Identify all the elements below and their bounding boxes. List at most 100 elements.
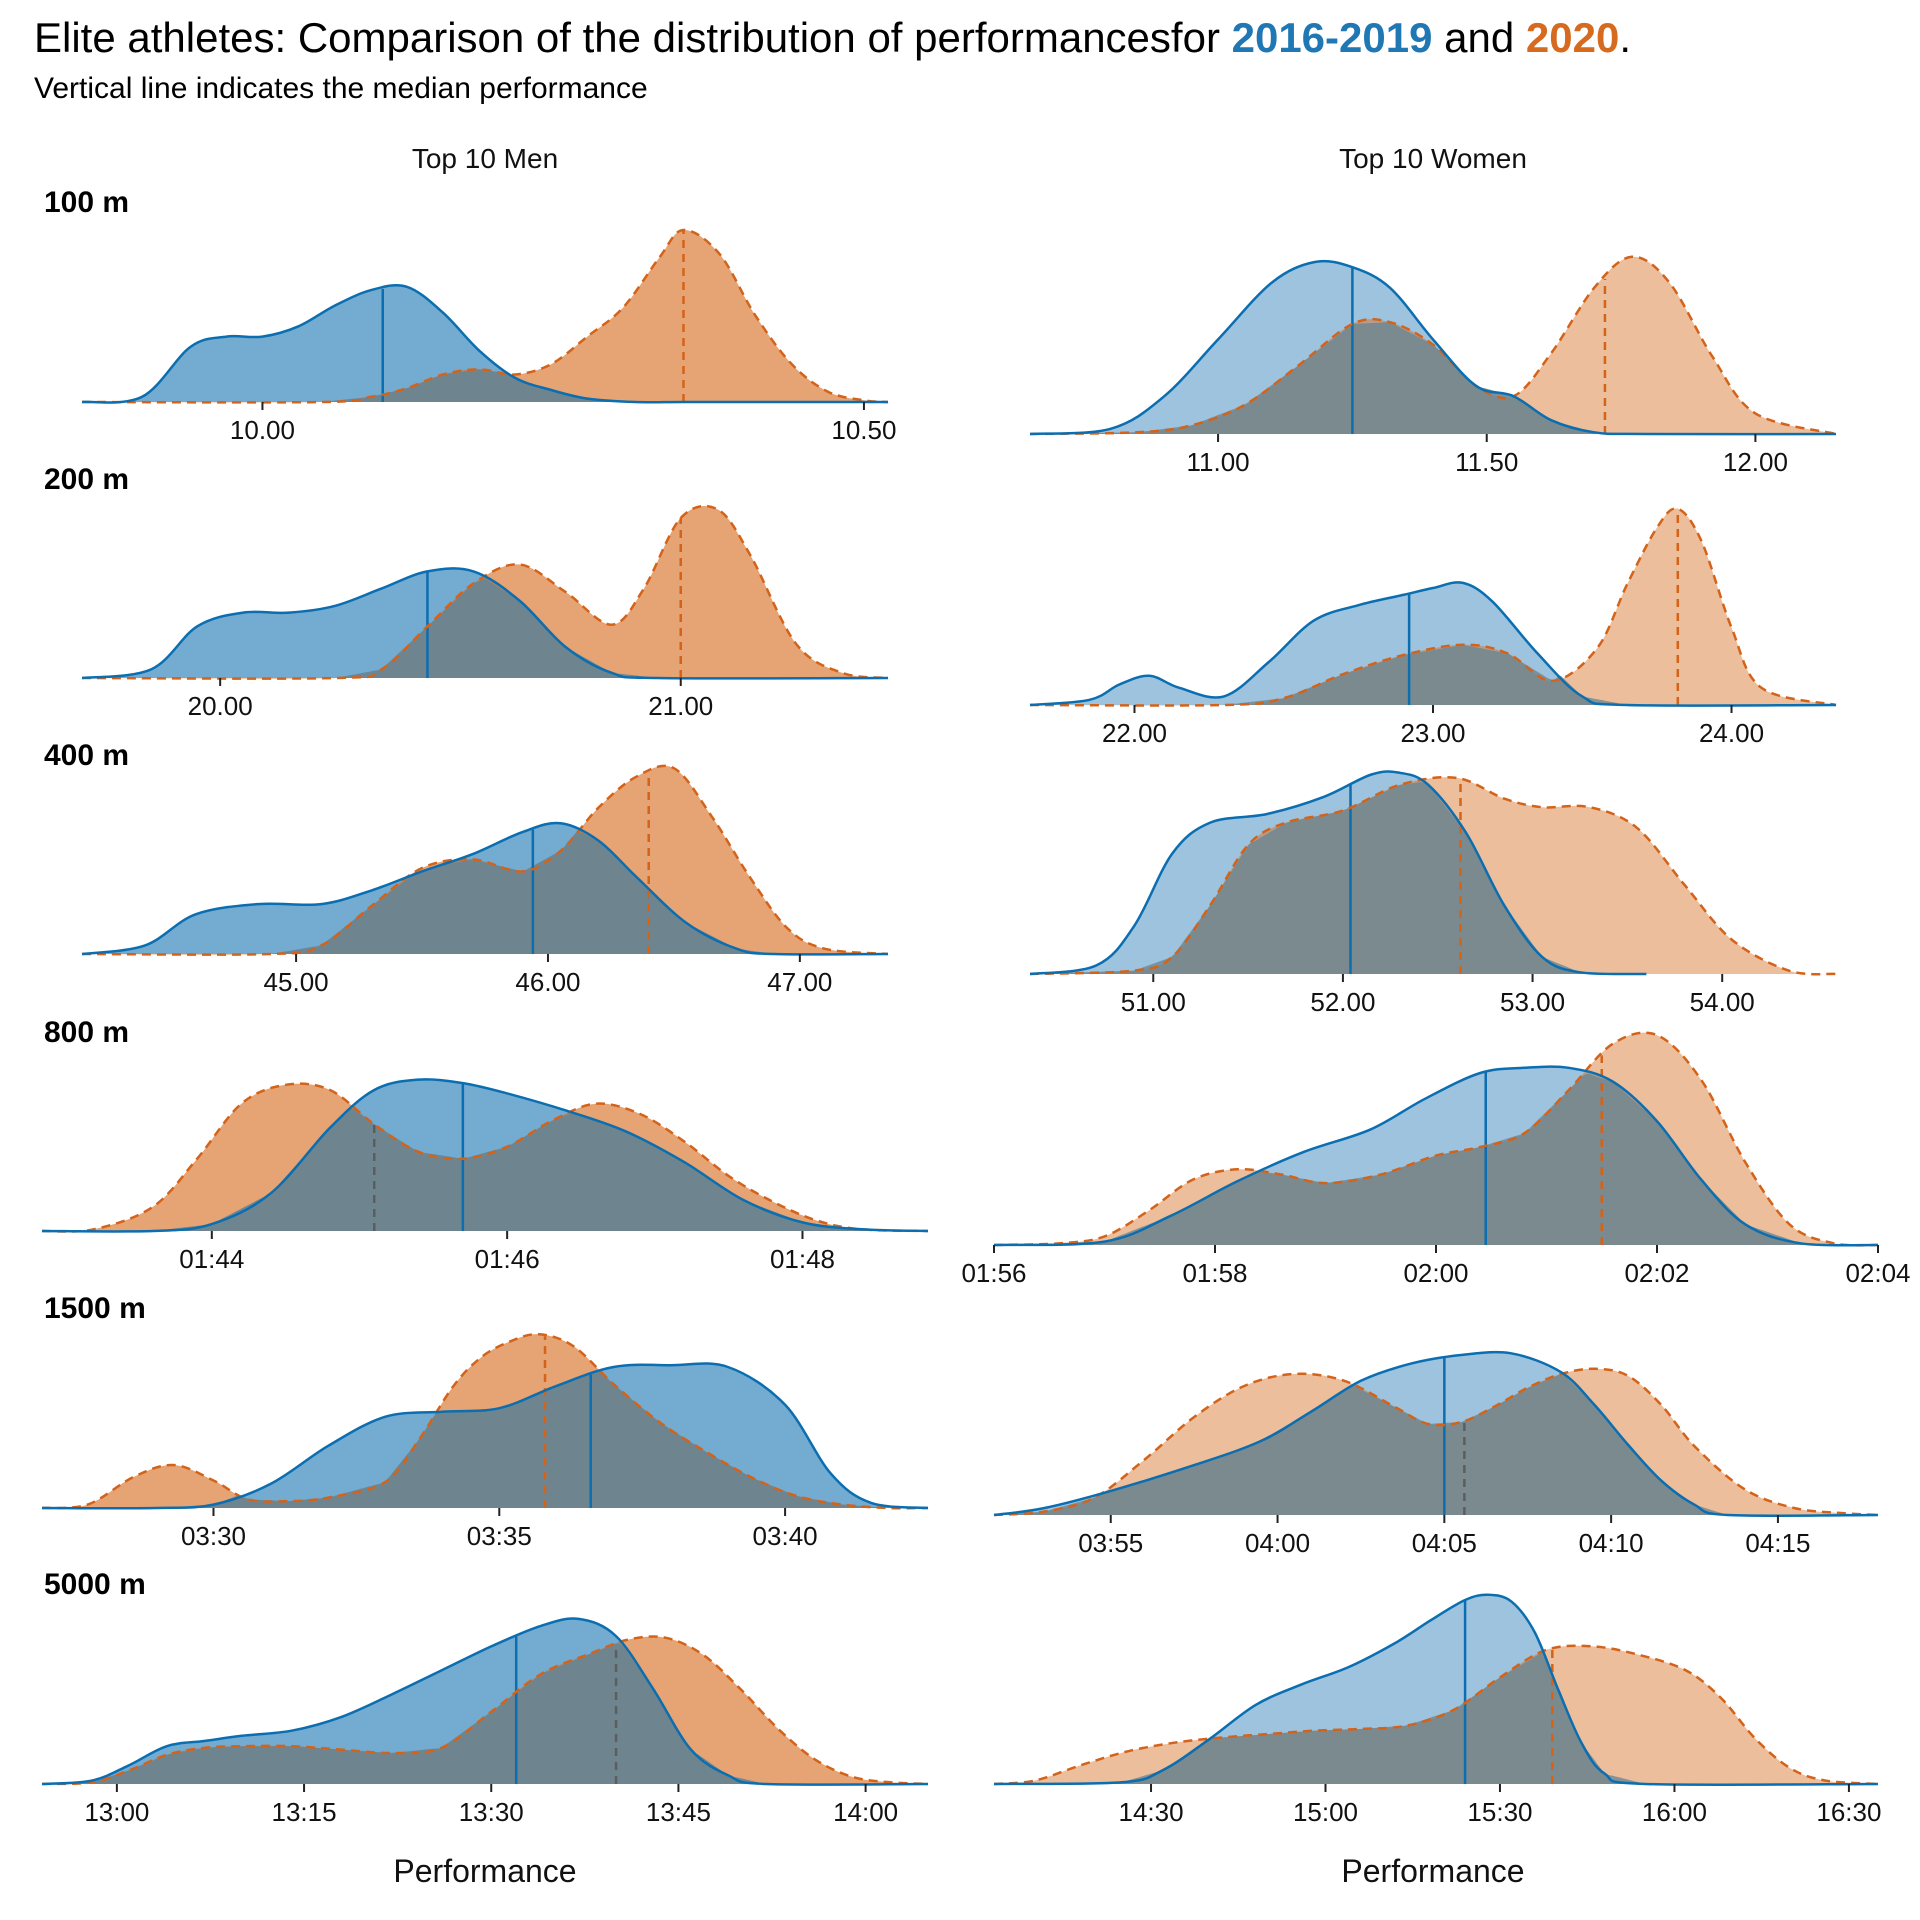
area-overlap-top-10-women-5000-m bbox=[994, 1652, 1878, 1785]
tick-label-top-10-women-400-m-52-00: 52.00 bbox=[1310, 987, 1375, 1017]
tick-label-top-10-men-5000-m-14-00: 14:00 bbox=[833, 1797, 898, 1827]
line-2016-2019-top-10-women-400-m bbox=[1029, 770, 1647, 976]
tick-label-top-10-women-5000-m-16-30: 16:30 bbox=[1816, 1797, 1881, 1827]
tick-label-top-10-men-5000-m-13-00: 13:00 bbox=[84, 1797, 149, 1827]
area-2016-2019-top-10-men-100-m bbox=[82, 285, 888, 403]
chart-title-series-2020: 2020 bbox=[1525, 14, 1620, 61]
tick-label-top-10-men-800-m-01-48: 01:48 bbox=[770, 1244, 835, 1274]
area-overlap-top-10-men-800-m bbox=[42, 1108, 928, 1232]
panel-top-10-women-5000-m: 14:30 15:00 15:30 16:00 16:30 bbox=[993, 1593, 1881, 1827]
tick-label-top-10-men-1500-m-03-30: 03:30 bbox=[181, 1521, 246, 1551]
tick-label-top-10-women-5000-m-15-00: 15:00 bbox=[1293, 1797, 1358, 1827]
tick-label-top-10-men-100-m-10-50: 10.50 bbox=[831, 415, 896, 445]
row-label-800-m: 800 m bbox=[44, 1016, 129, 1049]
line-2020-top-10-men-5000-m bbox=[41, 1635, 929, 1786]
chart-title-middle: and bbox=[1432, 14, 1526, 61]
tick-label-top-10-men-100-m-10-00: 10.00 bbox=[230, 415, 295, 445]
tick-label-top-10-men-400-m-45-00: 45.00 bbox=[264, 967, 329, 997]
tick-label-top-10-women-800-m-02-02: 02:02 bbox=[1624, 1258, 1689, 1288]
line-2016-2019-top-10-women-5000-m bbox=[993, 1593, 1879, 1787]
panel-top-10-women-100-m: 11.00 11.50 12.00 bbox=[1029, 255, 1837, 477]
x-axis-title-men: Performance bbox=[393, 1853, 576, 1889]
column-header-top-10-women: Top 10 Women bbox=[1339, 143, 1527, 174]
tick-label-top-10-women-200-m-23-00: 23.00 bbox=[1400, 718, 1465, 748]
chart-subtitle: Vertical line indicates the median perfo… bbox=[34, 72, 648, 105]
tick-label-top-10-women-1500-m-03-55: 03:55 bbox=[1078, 1528, 1143, 1558]
panel-top-10-men-1500-m: 03:30 03:35 03:40 bbox=[41, 1332, 929, 1551]
tick-label-top-10-men-400-m-47-00: 47.00 bbox=[767, 967, 832, 997]
area-2020-top-10-women-200-m bbox=[1030, 508, 1836, 706]
tick-label-top-10-women-1500-m-04-15: 04:15 bbox=[1745, 1528, 1810, 1558]
area-overlap-top-10-men-100-m bbox=[82, 369, 888, 402]
line-2020-top-10-women-1500-m bbox=[993, 1367, 1879, 1517]
line-2016-2019-top-10-women-100-m bbox=[1029, 259, 1837, 436]
panel-top-10-men-400-m: 45.00 46.00 47.00 bbox=[81, 764, 889, 997]
area-overlap-top-10-women-100-m bbox=[1030, 322, 1836, 434]
panel-top-10-women-400-m: 51.00 52.00 53.00 54.00 bbox=[1029, 770, 1837, 1017]
panel-top-10-men-800-m: 01:44 01:46 01:48 bbox=[41, 1078, 929, 1274]
panel-top-10-men-100-m: 10.00 10.50 bbox=[81, 228, 896, 445]
line-2020-top-10-men-100-m bbox=[81, 228, 889, 404]
tick-label-top-10-men-800-m-01-44: 01:44 bbox=[179, 1244, 244, 1274]
line-2020-top-10-men-200-m bbox=[81, 504, 889, 680]
tick-label-top-10-women-5000-m-15-30: 15:30 bbox=[1467, 1797, 1532, 1827]
tick-label-top-10-women-1500-m-04-00: 04:00 bbox=[1245, 1528, 1310, 1558]
line-2016-2019-top-10-men-5000-m bbox=[41, 1617, 929, 1786]
tick-label-top-10-men-5000-m-13-15: 13:15 bbox=[272, 1797, 337, 1827]
tick-label-top-10-women-5000-m-16-00: 16:00 bbox=[1642, 1797, 1707, 1827]
panel-top-10-women-800-m: 01:56 01:58 02:00 02:02 02:04 bbox=[961, 1031, 1911, 1288]
row-label-400-m: 400 m bbox=[44, 739, 129, 772]
tick-label-top-10-women-5000-m-14-30: 14:30 bbox=[1118, 1797, 1183, 1827]
chart-title: Elite athletes: Comparison of the distri… bbox=[34, 14, 1631, 62]
tick-label-top-10-women-1500-m-04-10: 04:10 bbox=[1579, 1528, 1644, 1558]
area-overlap-top-10-men-1500-m bbox=[42, 1371, 928, 1509]
tick-label-top-10-women-400-m-54-00: 54.00 bbox=[1690, 987, 1755, 1017]
column-header-top-10-men: Top 10 Men bbox=[412, 143, 558, 174]
line-2016-2019-top-10-men-100-m bbox=[81, 284, 888, 404]
line-2020-top-10-women-200-m bbox=[1029, 507, 1837, 707]
tick-label-top-10-men-800-m-01-46: 01:46 bbox=[475, 1244, 540, 1274]
area-2016-2019-top-10-women-200-m bbox=[1030, 582, 1836, 706]
tick-label-top-10-women-400-m-51-00: 51.00 bbox=[1121, 987, 1186, 1017]
tick-label-top-10-men-200-m-21-00: 21.00 bbox=[648, 691, 713, 721]
tick-label-top-10-women-1500-m-04-05: 04:05 bbox=[1412, 1528, 1477, 1558]
row-label-100-m: 100 m bbox=[44, 186, 129, 219]
row-label-5000-m: 5000 m bbox=[44, 1568, 146, 1601]
area-overlap-top-10-women-1500-m bbox=[994, 1373, 1878, 1516]
line-2020-top-10-women-800-m bbox=[993, 1031, 1879, 1247]
area-overlap-top-10-women-400-m bbox=[1030, 782, 1836, 974]
chart-title-prefix: Elite athletes: Comparison of the distri… bbox=[34, 14, 1232, 61]
tick-label-top-10-women-200-m-24-00: 24.00 bbox=[1699, 718, 1764, 748]
area-overlap-top-10-women-200-m bbox=[1030, 644, 1836, 706]
area-overlap-top-10-men-5000-m bbox=[42, 1643, 928, 1785]
area-overlap-top-10-women-800-m bbox=[994, 1073, 1878, 1245]
line-2016-2019-top-10-men-800-m bbox=[41, 1078, 929, 1233]
tick-label-top-10-men-1500-m-03-35: 03:35 bbox=[467, 1521, 532, 1551]
tick-label-top-10-men-1500-m-03-40: 03:40 bbox=[753, 1521, 818, 1551]
tick-label-top-10-men-5000-m-13-30: 13:30 bbox=[459, 1797, 524, 1827]
tick-label-top-10-men-200-m-20-00: 20.00 bbox=[188, 691, 253, 721]
line-2016-2019-top-10-men-200-m bbox=[81, 567, 889, 680]
panel-top-10-men-200-m: 20.00 21.00 bbox=[81, 504, 889, 721]
tick-label-top-10-women-800-m-01-58: 01:58 bbox=[1182, 1258, 1247, 1288]
line-2020-top-10-men-1500-m bbox=[41, 1332, 929, 1510]
tick-label-top-10-women-100-m-12-00: 12.00 bbox=[1723, 447, 1788, 477]
line-2020-top-10-men-400-m bbox=[81, 764, 889, 956]
area-overlap-top-10-men-200-m bbox=[82, 578, 888, 679]
line-2016-2019-top-10-women-200-m bbox=[1029, 581, 1837, 707]
tick-label-top-10-women-800-m-02-00: 02:00 bbox=[1403, 1258, 1468, 1288]
chart-title-suffix: . bbox=[1619, 14, 1631, 61]
area-2020-top-10-men-100-m bbox=[82, 229, 888, 403]
line-2016-2019-top-10-men-1500-m bbox=[41, 1362, 929, 1510]
chart-title-series-2016-2019: 2016-2019 bbox=[1231, 14, 1433, 61]
line-2020-top-10-women-5000-m bbox=[993, 1644, 1879, 1786]
area-2016-2019-top-10-men-5000-m bbox=[42, 1618, 928, 1785]
tick-label-top-10-women-800-m-01-56: 01:56 bbox=[961, 1258, 1026, 1288]
line-2020-top-10-men-800-m bbox=[41, 1082, 929, 1233]
tick-label-top-10-women-100-m-11-00: 11.00 bbox=[1186, 447, 1249, 477]
line-2016-2019-top-10-women-800-m bbox=[993, 1065, 1879, 1247]
tick-label-top-10-men-400-m-46-00: 46.00 bbox=[515, 967, 580, 997]
line-2016-2019-top-10-women-1500-m bbox=[993, 1350, 1879, 1518]
row-label-200-m: 200 m bbox=[44, 463, 129, 496]
